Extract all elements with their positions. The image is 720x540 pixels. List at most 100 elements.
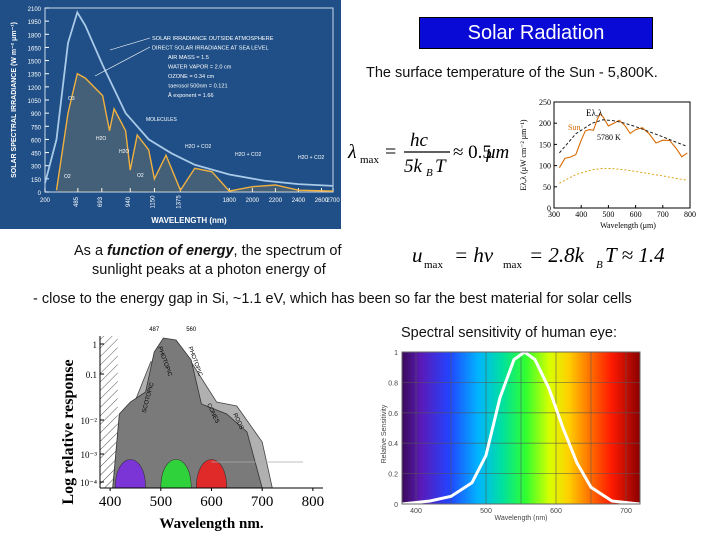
slide-title: Solar Radiation — [419, 17, 653, 49]
eq-lambda-sub: max — [360, 154, 379, 166]
eq-denominator-tail: T — [435, 156, 447, 177]
log-y-tick-label: 10⁻⁴ — [80, 478, 97, 488]
sun-blackbody-svg: 0 50 100 150 200 250 300 400 500 600 700 800 Wavelen… — [519, 98, 696, 230]
solar-sea-level-area — [56, 73, 333, 192]
eq-u-sub: max — [424, 259, 443, 271]
eye-y-tick-label: 1 — [394, 350, 398, 357]
eye-plot-frame — [401, 351, 641, 505]
eq-numerator: hc — [410, 130, 429, 151]
log-y-tick-label: 1 — [93, 340, 98, 350]
solar-y-tick-label: 300 — [31, 165, 42, 171]
eq-unit: μm — [485, 142, 509, 163]
eq-u-symbol: u — [412, 243, 423, 267]
solar-y-tick-label: 2100 — [28, 7, 42, 13]
log-annotation: 487 — [149, 327, 160, 333]
log-x-tick-label: 400 — [99, 494, 122, 510]
eye-x-tick-label: 500 — [480, 508, 492, 515]
solar-annotation: H2O + CO2 — [185, 144, 211, 150]
solar-x-tick-label: 693 — [98, 196, 104, 207]
eye-x-tick-label: 600 — [550, 508, 562, 515]
log-x-tick-label: 500 — [150, 494, 173, 510]
log-annotation: 560 — [186, 327, 197, 333]
log-cone-region-green-cones — [160, 459, 192, 489]
solar-x-tick-label: 1150 — [150, 195, 156, 209]
eye-y-tick-label: 0.4 — [388, 441, 398, 448]
log-y-tick-label: 10⁻³ — [81, 450, 98, 460]
solar-x-tick-label: 2700 — [326, 198, 340, 204]
solar-y-tick-label: 0 — [38, 191, 42, 197]
solar-annotation: H2O — [96, 136, 106, 142]
bb-sun-line — [558, 112, 688, 168]
solar-x-tick-label: 1800 — [223, 198, 237, 204]
solar-legend-text: SOLAR IRRADIANCE OUTSIDE ATMOSPHERE — [152, 36, 274, 42]
bb-x-tick-label: 700 — [657, 210, 669, 219]
eq-lambda-symbol: λ — [347, 141, 357, 163]
eye-x-tick-label: 700 — [620, 508, 632, 515]
solar-annotation: H2O — [119, 149, 129, 155]
bb-x-tick-label: 300 — [548, 210, 560, 219]
eq-28kb: = 2.8k — [529, 243, 585, 267]
solar-y-tick-label: 1050 — [28, 99, 42, 105]
bb-x-tick-label: 800 — [684, 210, 696, 219]
solar-y-tick-label: 1950 — [28, 20, 42, 26]
bb-x-tick-label: 500 — [602, 210, 614, 219]
solar-legend-text: AIR MASS = 1.5 — [168, 55, 209, 61]
solar-x-tick-label: 2400 — [292, 198, 306, 204]
log-x-tick-label: 800 — [302, 494, 325, 510]
solar-x-tick-label: 485 — [74, 196, 80, 207]
solar-annotation: H2O + CO2 — [235, 152, 261, 158]
solar-y-tick-label: 750 — [31, 125, 42, 131]
solar-legend-text: WATER VAPOR = 2.0 cm — [168, 65, 232, 71]
solar-sea-level-line — [55, 72, 334, 192]
solar-annotation: O2 — [64, 174, 71, 180]
lambda-max-equation: λ max = hc 5k B T ≈ 0.5 μm — [346, 126, 511, 179]
eye-y-tick-label: 0.2 — [388, 472, 398, 479]
bb-y-axis-label: Eλ,λ (μW cm⁻² μm⁻¹) — [519, 119, 528, 191]
sun-blackbody-chart: 0 50 100 150 200 250 300 400 500 600 700 800 Wavelen… — [512, 94, 712, 234]
solar-legend-text: DIRECT SOLAR IRRADIANCE AT SEA LEVEL — [152, 46, 269, 52]
solar-legend-text: OZONE = 0.34 cm — [168, 74, 215, 80]
log-y-tick-label: 10⁻² — [81, 416, 98, 426]
solar-y-tick-label: 450 — [31, 152, 42, 158]
bb-x-axis-label: Wavelength (μm) — [600, 221, 656, 230]
energy-gap-text: - close to the energy gap in Si, ~1.1 eV… — [33, 291, 632, 307]
eye-y-axis-label: Relative Sensitivity — [381, 404, 388, 463]
solar-outside-line — [44, 10, 334, 187]
bb-y-tick-label: 200 — [539, 119, 551, 128]
eye-y-tick-label: 0.8 — [388, 380, 398, 387]
solar-legend-text: τaerosol 500nm = 0.121 — [168, 84, 228, 90]
solar-legend-leader — [109, 37, 151, 51]
eye-y-tick-label: 0 — [394, 502, 398, 509]
eq-tail: T ≈ 1.4 eV — [605, 243, 665, 267]
bb-y-tick-label: 50 — [543, 183, 551, 192]
bb-y-tick-label: 150 — [539, 140, 551, 149]
log-x-tick-label: 600 — [200, 494, 223, 510]
log-cone-region-red-cones — [195, 459, 228, 489]
solar-annotation: O2 — [137, 173, 144, 179]
eq-equals: = — [385, 141, 396, 163]
solar-y-tick-label: 1200 — [28, 86, 42, 92]
log-response-chart: 1 0.1 10⁻² 10⁻³ 10⁻⁴ 400 500 600 700 800 Wavelengt… — [58, 322, 330, 534]
eq-h-nu: = hν — [454, 243, 494, 267]
eq-nu-sub: max — [503, 259, 522, 271]
bb-plot-frame — [553, 101, 691, 209]
energy-text-pre: As a — [74, 243, 108, 259]
bb-y-tick-label: 100 — [539, 162, 551, 171]
bb-y-tick-label: 250 — [539, 98, 551, 107]
energy-text-line2: sunlight peaks at a photon energy of — [92, 262, 326, 278]
log-cone-region-blue-cones — [114, 459, 146, 489]
solar-y-tick-label: 150 — [31, 178, 42, 184]
log-y-tick-label: 0.1 — [86, 370, 97, 380]
eq-denominator-sub: B — [426, 167, 433, 178]
energy-text-post: , the spectrum of — [233, 243, 342, 259]
log-x-axis-label: Wavelength nm. — [159, 516, 263, 532]
solar-x-axis-label: WAVELENGTH (nm) — [151, 216, 227, 225]
solar-y-tick-label: 1500 — [28, 60, 42, 66]
bb-annotation-temp: 5780 K — [597, 133, 621, 142]
bb-scaled-line — [559, 167, 688, 184]
solar-y-tick-label: 1350 — [28, 73, 42, 79]
solar-x-tick-label: 940 — [126, 196, 132, 207]
solar-spectrum-svg: 0 150 300 450 600 750 900 1050 1200 1350 1500 1650 1… — [11, 7, 340, 225]
solar-x-tick-label: 2600 — [315, 198, 329, 204]
bb-x-tick-label: 400 — [575, 210, 587, 219]
